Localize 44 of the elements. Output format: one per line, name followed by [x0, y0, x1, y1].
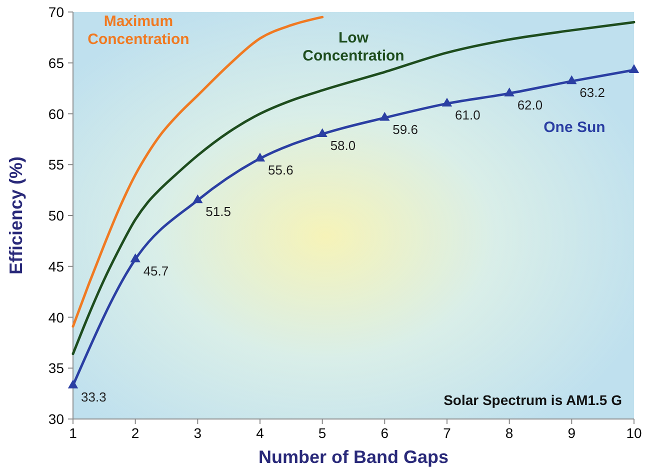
- y-tick-label: 70: [48, 4, 64, 20]
- y-tick-label: 45: [48, 258, 64, 274]
- point: [317, 128, 328, 138]
- point: [192, 194, 203, 204]
- data-label: 45.7: [143, 263, 169, 278]
- text: Maximum Concentration: [88, 13, 190, 48]
- x-tick-label: 9: [568, 425, 576, 441]
- data-label: 62.0: [517, 97, 543, 112]
- y-tick-label: 50: [48, 208, 64, 224]
- y-tick-label: 35: [48, 360, 64, 376]
- point: [254, 152, 266, 162]
- x-tick-label: 6: [380, 425, 389, 441]
- x-tick-label: 10: [626, 425, 642, 441]
- y-tick-label: 65: [48, 54, 64, 71]
- point: [628, 64, 640, 73]
- point: [68, 380, 78, 388]
- x-tick-label: 3: [194, 425, 202, 441]
- point: [130, 253, 140, 262]
- data-label: 59.6: [392, 122, 418, 137]
- text: One Sun: [544, 119, 606, 136]
- x-tick-label: 1: [69, 425, 78, 441]
- series-label: Low Concentration: [302, 30, 404, 65]
- data-label: 63.2: [580, 85, 605, 100]
- data-label: 33.3: [81, 389, 106, 404]
- x-tick-label: 2: [131, 425, 140, 441]
- data-label: 51.5: [206, 204, 231, 220]
- point: [442, 98, 452, 107]
- y-tick-label: 30: [48, 411, 64, 427]
- data-label: 55.6: [268, 162, 294, 178]
- y-axis-title: Efficiency (%): [6, 156, 26, 275]
- x-tick-label: 4: [256, 425, 264, 441]
- point: [566, 75, 577, 84]
- x-tick-label: 5: [318, 425, 326, 441]
- point: [380, 112, 390, 121]
- data-label: 61.0: [455, 108, 480, 123]
- x-axis-title: Number of Band Gaps: [258, 447, 449, 467]
- point: [504, 88, 514, 96]
- x-tick-label: 7: [443, 425, 452, 441]
- y-tick-label: 60: [48, 106, 64, 122]
- data-label: 58.0: [330, 138, 356, 154]
- x-tick-label: 8: [505, 425, 514, 441]
- y-tick-label: 55: [48, 156, 64, 173]
- y-tick-label: 40: [48, 309, 64, 326]
- annotation: Solar Spectrum is AM1.5 G: [444, 392, 622, 408]
